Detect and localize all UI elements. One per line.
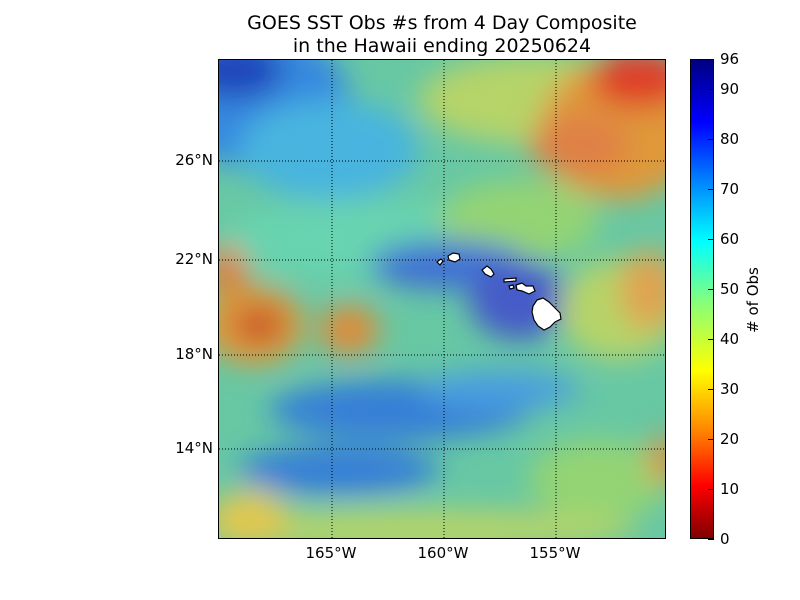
island-lanai bbox=[508, 284, 515, 290]
colorbar-tick-mark-96 bbox=[708, 59, 714, 60]
sst-obs-map bbox=[218, 59, 666, 539]
colorbar-tick-label-20: 20 bbox=[720, 430, 740, 448]
lat-label-22n: 22°N bbox=[175, 250, 213, 268]
island-big-island bbox=[531, 297, 562, 331]
lon-label-160w: 160°W bbox=[417, 544, 469, 562]
colorbar-tick-label-80: 80 bbox=[720, 130, 740, 148]
colorbar-tick-label-10: 10 bbox=[720, 480, 740, 498]
colorbar-tick-mark-50 bbox=[708, 289, 714, 290]
lat-label-14n: 14°N bbox=[175, 439, 213, 457]
colorbar-tick-label-60: 60 bbox=[720, 230, 740, 248]
colorbar-tick-mark-60 bbox=[708, 239, 714, 240]
colorbar-tick-mark-10 bbox=[708, 489, 714, 490]
colorbar-tick-mark-30 bbox=[708, 389, 714, 390]
colorbar-tick-label-90: 90 bbox=[720, 80, 740, 98]
colorbar-tick-label-50: 50 bbox=[720, 280, 740, 298]
colorbar-tick-mark-20 bbox=[708, 439, 714, 440]
title-line-1: GOES SST Obs #s from 4 Day Composite bbox=[247, 12, 637, 34]
hawaiian-islands bbox=[436, 252, 562, 331]
lon-label-165w: 165°W bbox=[305, 544, 357, 562]
island-molokai bbox=[503, 277, 517, 283]
colorbar-title: # of Obs bbox=[744, 267, 762, 333]
island-kauai bbox=[447, 252, 461, 263]
colorbar-tick-label-0: 0 bbox=[720, 530, 730, 548]
colorbar bbox=[690, 59, 714, 539]
lon-label-155w: 155°W bbox=[529, 544, 581, 562]
graticule bbox=[219, 60, 665, 538]
map-title: GOES SST Obs #s from 4 Day Composite in … bbox=[218, 12, 666, 58]
lat-label-18n: 18°N bbox=[175, 345, 213, 363]
title-line-2: in the Hawaii ending 20250624 bbox=[292, 35, 592, 57]
island-niihau bbox=[436, 258, 444, 266]
colorbar-tick-label-96: 96 bbox=[720, 50, 740, 68]
colorbar-tick-label-30: 30 bbox=[720, 380, 740, 398]
colorbar-tick-label-40: 40 bbox=[720, 330, 740, 348]
island-maui bbox=[515, 282, 536, 295]
map-canvas bbox=[219, 60, 665, 538]
island-oahu bbox=[481, 265, 495, 278]
colorbar-tick-mark-0 bbox=[708, 539, 714, 540]
colorbar-tick-mark-80 bbox=[708, 139, 714, 140]
heatmap-field bbox=[219, 60, 665, 538]
colorbar-tick-mark-40 bbox=[708, 339, 714, 340]
lat-label-26n: 26°N bbox=[175, 151, 213, 169]
colorbar-tick-mark-90 bbox=[708, 89, 714, 90]
colorbar-tick-mark-70 bbox=[708, 189, 714, 190]
colorbar-tick-label-70: 70 bbox=[720, 180, 740, 198]
